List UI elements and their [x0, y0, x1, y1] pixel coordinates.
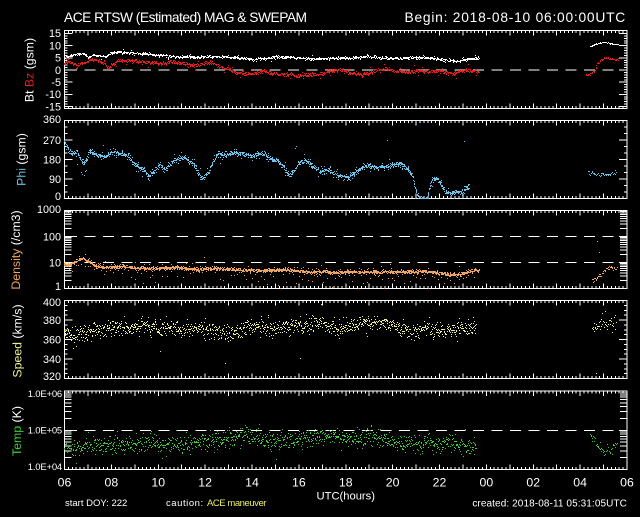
svg-text:Speed (km/s): Speed (km/s): [11, 304, 25, 377]
svg-text:-10: -10: [45, 89, 61, 101]
svg-text:-5: -5: [51, 77, 61, 89]
svg-text:1.0E+04: 1.0E+04: [28, 462, 62, 473]
svg-text:created: 2018-08-11 05:31:05UT: created: 2018-08-11 05:31:05UTC: [472, 499, 627, 510]
svg-text:04: 04: [573, 476, 587, 490]
svg-text:1000: 1000: [37, 204, 61, 216]
svg-text:1.0E+05: 1.0E+05: [28, 426, 62, 437]
svg-text:Begin: 2018-08-10 06:00:00UTC: Begin: 2018-08-10 06:00:00UTC: [405, 10, 626, 25]
svg-text:14: 14: [245, 476, 259, 490]
svg-text:90: 90: [49, 174, 61, 186]
svg-text:22: 22: [433, 476, 447, 490]
svg-text:10: 10: [151, 476, 165, 490]
svg-text:Bt Bz (gsm): Bt Bz (gsm): [23, 38, 37, 102]
svg-text:360: 360: [43, 334, 61, 346]
svg-text:10: 10: [49, 257, 61, 269]
svg-text:16: 16: [292, 476, 306, 490]
svg-text:00: 00: [480, 476, 494, 490]
svg-text:5: 5: [55, 53, 61, 65]
svg-text:340: 340: [43, 354, 61, 366]
svg-text:Density (/cm3): Density (/cm3): [9, 210, 23, 289]
svg-text:UTC(hours): UTC(hours): [317, 491, 376, 503]
svg-text:100: 100: [43, 231, 61, 243]
svg-text:320: 320: [43, 371, 61, 383]
svg-text:Phi (gsm): Phi (gsm): [15, 133, 29, 186]
svg-text:0: 0: [55, 191, 61, 203]
svg-text:ACE maneuver: ACE maneuver: [207, 498, 266, 509]
svg-text:270: 270: [43, 135, 61, 147]
svg-text:1.0E+06: 1.0E+06: [28, 389, 62, 400]
svg-text:02: 02: [526, 476, 540, 490]
svg-text:380: 380: [43, 315, 61, 327]
svg-text:0: 0: [55, 65, 61, 77]
svg-text:06: 06: [620, 476, 634, 490]
svg-text:1: 1: [55, 281, 61, 293]
svg-text:caution:: caution:: [166, 498, 204, 509]
svg-text:ACE RTSW (Estimated) MAG & SWE: ACE RTSW (Estimated) MAG & SWEPAM: [64, 10, 307, 25]
svg-text:12: 12: [198, 476, 212, 490]
svg-text:start DOY: 222: start DOY: 222: [65, 498, 127, 509]
svg-text:08: 08: [105, 476, 119, 490]
svg-text:06: 06: [58, 476, 72, 490]
svg-text:-15: -15: [45, 101, 61, 113]
svg-text:Temp (K): Temp (K): [10, 406, 24, 456]
svg-text:180: 180: [43, 154, 61, 166]
svg-text:10: 10: [49, 40, 61, 52]
svg-text:20: 20: [386, 476, 400, 490]
svg-text:360: 360: [43, 114, 61, 126]
svg-text:400: 400: [43, 297, 61, 309]
svg-text:18: 18: [339, 476, 353, 490]
svg-text:15: 15: [49, 28, 61, 40]
